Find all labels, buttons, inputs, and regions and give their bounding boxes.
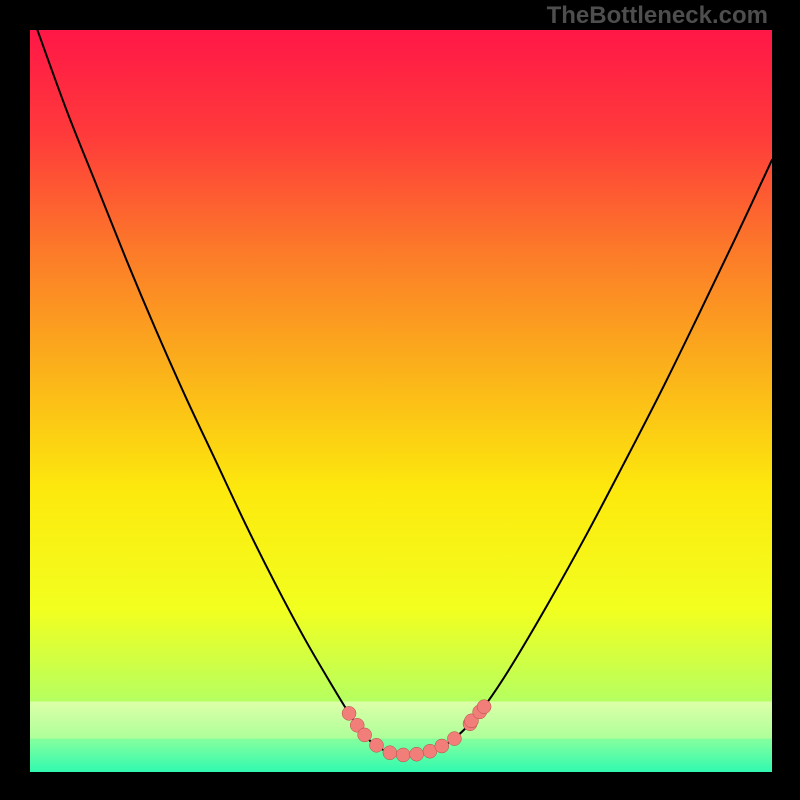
chart-stage: TheBottleneck.com — [0, 0, 800, 800]
chart-svg — [30, 30, 772, 772]
frame-left — [0, 0, 30, 800]
marker-point — [435, 739, 449, 753]
marker-point — [396, 748, 410, 762]
frame-bottom — [0, 772, 800, 800]
marker-point — [370, 738, 384, 752]
marker-point — [383, 746, 397, 760]
marker-point — [410, 747, 424, 761]
pale-band — [30, 702, 772, 739]
marker-point — [358, 728, 372, 742]
marker-point — [477, 700, 491, 714]
frame-right — [772, 0, 800, 800]
marker-point — [447, 732, 461, 746]
watermark-text: TheBottleneck.com — [547, 2, 768, 30]
marker-point — [342, 706, 356, 720]
plot-area — [30, 30, 772, 772]
gradient-background — [30, 30, 772, 772]
